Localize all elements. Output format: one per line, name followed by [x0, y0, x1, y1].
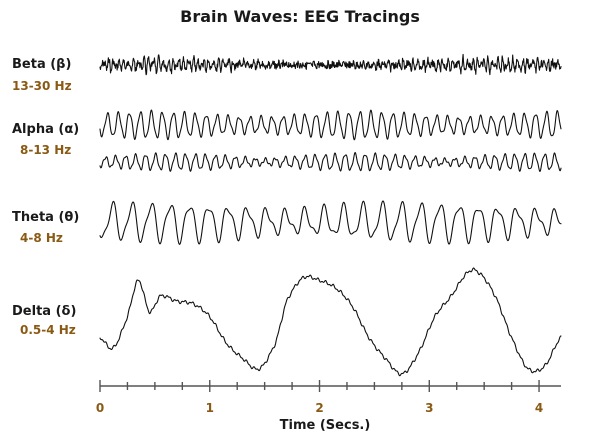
alpha-label-group: Alpha (α) 8-13 Hz [12, 122, 79, 157]
time-tick-label: 1 [206, 401, 214, 415]
delta-label-group: Delta (δ) 0.5-4 Hz [12, 304, 76, 337]
theta-trace [99, 200, 562, 245]
time-tick-label: 0 [96, 401, 104, 415]
time-tick-label: 2 [315, 401, 323, 415]
alpha-trace-2 [99, 151, 562, 172]
beta-name-label: Beta (β) [12, 57, 71, 72]
alpha-range-label: 8-13 Hz [20, 143, 71, 157]
alpha-name-label: Alpha (α) [12, 122, 79, 137]
delta-name-label: Delta (δ) [12, 304, 76, 319]
beta-range-label: 13-30 Hz [12, 79, 72, 93]
theta-label-group: Theta (θ) 4-8 Hz [12, 210, 79, 245]
delta-range-label: 0.5-4 Hz [20, 323, 76, 337]
beta-trace [99, 53, 562, 76]
time-axis-ticks: 0 1 2 3 4 [96, 380, 543, 415]
theta-name-label: Theta (θ) [12, 210, 79, 225]
theta-range-label: 4-8 Hz [20, 231, 63, 245]
delta-trace [99, 267, 562, 377]
time-tick-label: 3 [425, 401, 433, 415]
time-tick-label: 4 [535, 401, 543, 415]
time-axis-title: Time (Secs.) [280, 418, 371, 433]
chart-title: Brain Waves: EEG Tracings [180, 7, 420, 26]
beta-label-group: Beta (β) 13-30 Hz [12, 57, 72, 93]
alpha-trace-1 [99, 109, 562, 141]
